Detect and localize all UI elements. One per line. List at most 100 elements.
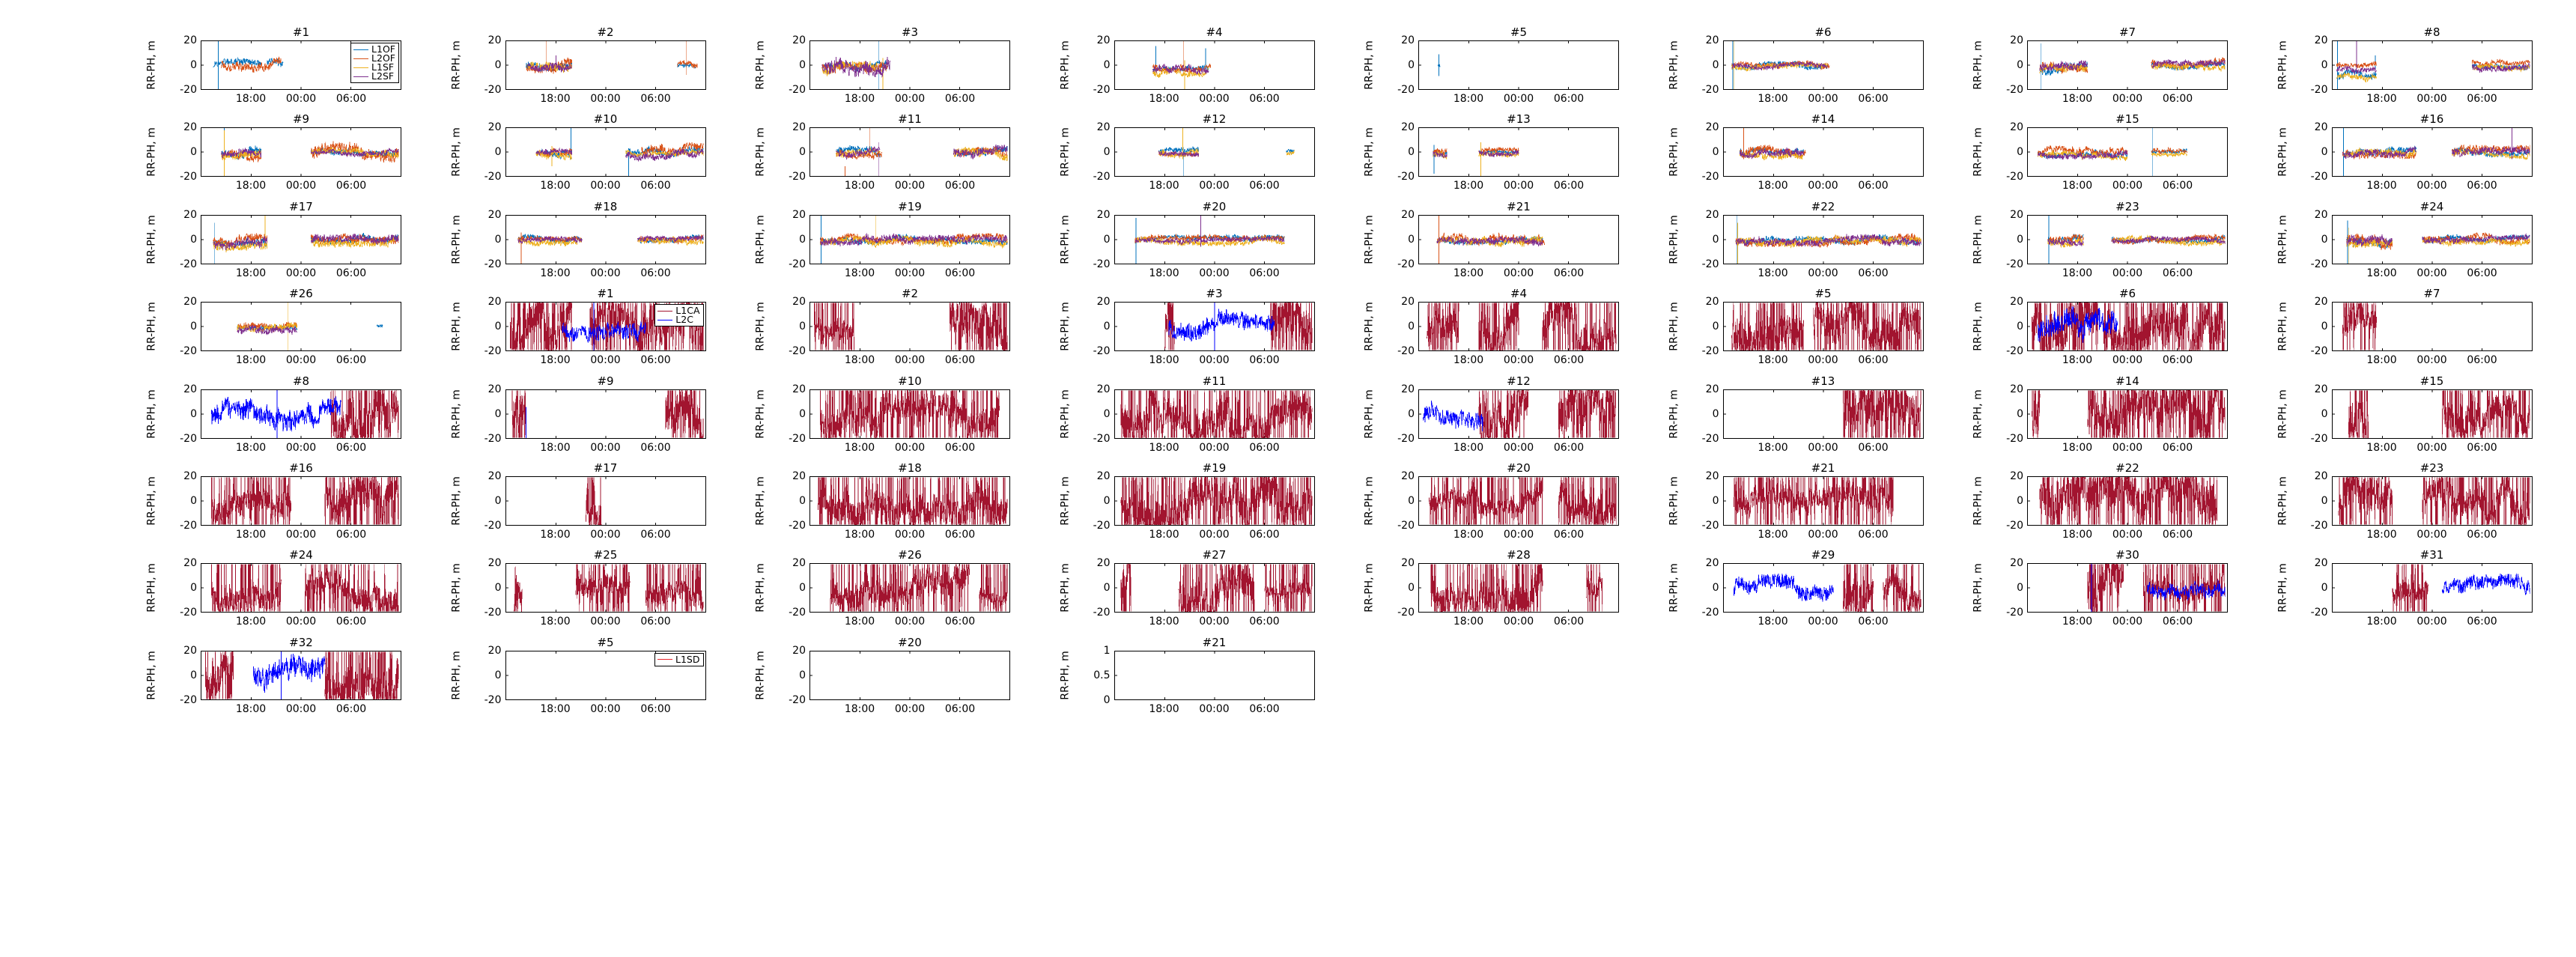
y-tick-label: -20 [484, 432, 502, 445]
plot-area[interactable] [2331, 302, 2533, 352]
plot-area[interactable] [505, 40, 706, 90]
plot-area[interactable] [505, 389, 706, 439]
y-tick-label: 0 [1712, 495, 1719, 507]
plot-area[interactable] [2027, 127, 2228, 177]
plot-area[interactable] [505, 476, 706, 526]
plot-area[interactable] [1418, 214, 1619, 264]
y-axis-label: RR-PH, m [451, 651, 463, 700]
plot-area[interactable] [505, 214, 706, 264]
x-tick-label: 06:00 [944, 616, 976, 628]
x-tick-label: 06:00 [2467, 180, 2497, 192]
y-tick-label: 0 [799, 582, 806, 595]
x-tick-label: 06:00 [640, 441, 671, 454]
plot-area[interactable] [1418, 302, 1619, 352]
plot-area[interactable]: L1CA L2C [505, 302, 706, 352]
plot-area[interactable] [1722, 563, 1924, 613]
x-tick-label: 06:00 [1553, 180, 1585, 192]
plot-area[interactable] [1722, 40, 1924, 90]
plot-area[interactable] [1418, 389, 1619, 439]
plot-area[interactable] [809, 476, 1010, 526]
plot-area[interactable] [809, 302, 1010, 352]
plot-area[interactable] [1114, 476, 1315, 526]
plot-area[interactable] [2331, 40, 2533, 90]
plot-area[interactable] [1722, 214, 1924, 264]
y-axis-label-text: RR-PH, m [755, 651, 768, 700]
plot-area[interactable]: L1OF L2OF L1SF L2SF [201, 40, 401, 90]
plot-area[interactable] [2331, 127, 2533, 177]
plot-area[interactable] [809, 214, 1010, 264]
y-tick-labels: 20 0 -20 [1696, 296, 1722, 357]
x-tick-label: 18:00 [1149, 529, 1179, 541]
plot-area[interactable] [2027, 389, 2228, 439]
plot-area[interactable] [2331, 476, 2533, 526]
y-axis-label: RR-PH, m [451, 563, 463, 613]
x-tick-label: 00:00 [894, 267, 926, 279]
y-tick-label: 0 [2017, 582, 2023, 595]
y-tick-label: -20 [180, 84, 197, 96]
x-tick-label: 00:00 [1503, 529, 1534, 541]
legend-label: L2SF [371, 70, 395, 82]
plot-area[interactable] [2027, 476, 2228, 526]
y-tick-labels: 20 0 -20 [174, 383, 199, 445]
plot-area[interactable] [1418, 127, 1619, 177]
plot-area[interactable] [201, 127, 401, 177]
x-tick-label: 18:00 [2062, 354, 2093, 367]
plot-area[interactable] [809, 563, 1010, 613]
y-axis-label-text: RR-PH, m [755, 563, 768, 613]
y-tick-label: 20 [792, 296, 806, 309]
plot-area[interactable] [1114, 127, 1315, 177]
y-tick-labels: 20 0 -20 [1696, 209, 1722, 270]
plot-area[interactable] [2027, 563, 2228, 613]
plot-area[interactable] [1114, 214, 1315, 264]
plot-area[interactable] [1418, 40, 1619, 90]
y-tick-label: -20 [789, 432, 806, 445]
plot-area[interactable] [809, 389, 1010, 439]
plot-area[interactable] [1722, 302, 1924, 352]
plot-area[interactable] [1418, 563, 1619, 613]
x-tick-label: 18:00 [540, 180, 571, 192]
plot-area[interactable] [2027, 40, 2228, 90]
plot-area[interactable] [809, 40, 1010, 90]
plot-area[interactable] [1722, 127, 1924, 177]
x-tick-label: 06:00 [640, 354, 671, 367]
plot-area[interactable] [2027, 302, 2228, 352]
plot-area[interactable] [1114, 563, 1315, 613]
plot-area[interactable]: L1SD [505, 650, 706, 700]
y-axis-label-text: RR-PH, m [1364, 563, 1376, 613]
y-tick-labels: 20 0 -20 [783, 296, 808, 357]
plot-area[interactable] [201, 476, 401, 526]
y-tick-label: -20 [789, 693, 806, 706]
plot-area[interactable] [1722, 476, 1924, 526]
subplot: #11 RR-PH, m 20 0 -20 18:00 00:00 06:00 [1060, 375, 1321, 458]
y-tick-label: 20 [792, 644, 806, 657]
plot-area[interactable] [809, 127, 1010, 177]
plot-area[interactable] [2027, 214, 2228, 264]
plot-area[interactable] [2331, 214, 2533, 264]
plot-area[interactable] [505, 127, 706, 177]
plot-area[interactable] [1114, 40, 1315, 90]
subplot-title: #14 [1811, 112, 1835, 127]
y-tick-label: 0 [1103, 407, 1111, 420]
x-tick-label: 18:00 [235, 441, 267, 454]
plot-area[interactable] [201, 650, 401, 700]
plot-area[interactable] [1114, 650, 1315, 700]
y-tick-labels: 20 0 -20 [1087, 121, 1113, 183]
plot-area[interactable] [201, 302, 401, 352]
plot-area[interactable] [2331, 563, 2533, 613]
y-tick-label: 20 [183, 470, 197, 482]
x-tick-label: 06:00 [1858, 441, 1889, 454]
plot-area[interactable] [2331, 389, 2533, 439]
plot-area[interactable] [201, 214, 401, 264]
plot-area[interactable] [201, 563, 401, 613]
plot-area[interactable] [505, 563, 706, 613]
subplot: #23 RR-PH, m 20 0 -20 18:00 00:00 06:00 [2277, 463, 2539, 545]
plot-area[interactable] [1722, 389, 1924, 439]
plot-area[interactable] [1114, 302, 1315, 352]
plot-area[interactable] [809, 650, 1010, 700]
y-axis-label: RR-PH, m [2277, 476, 2289, 526]
subplot-title: #11 [898, 112, 922, 127]
x-tick-label: 00:00 [285, 267, 317, 279]
plot-area[interactable] [1114, 389, 1315, 439]
plot-area[interactable] [1418, 476, 1619, 526]
plot-area[interactable] [201, 389, 401, 439]
